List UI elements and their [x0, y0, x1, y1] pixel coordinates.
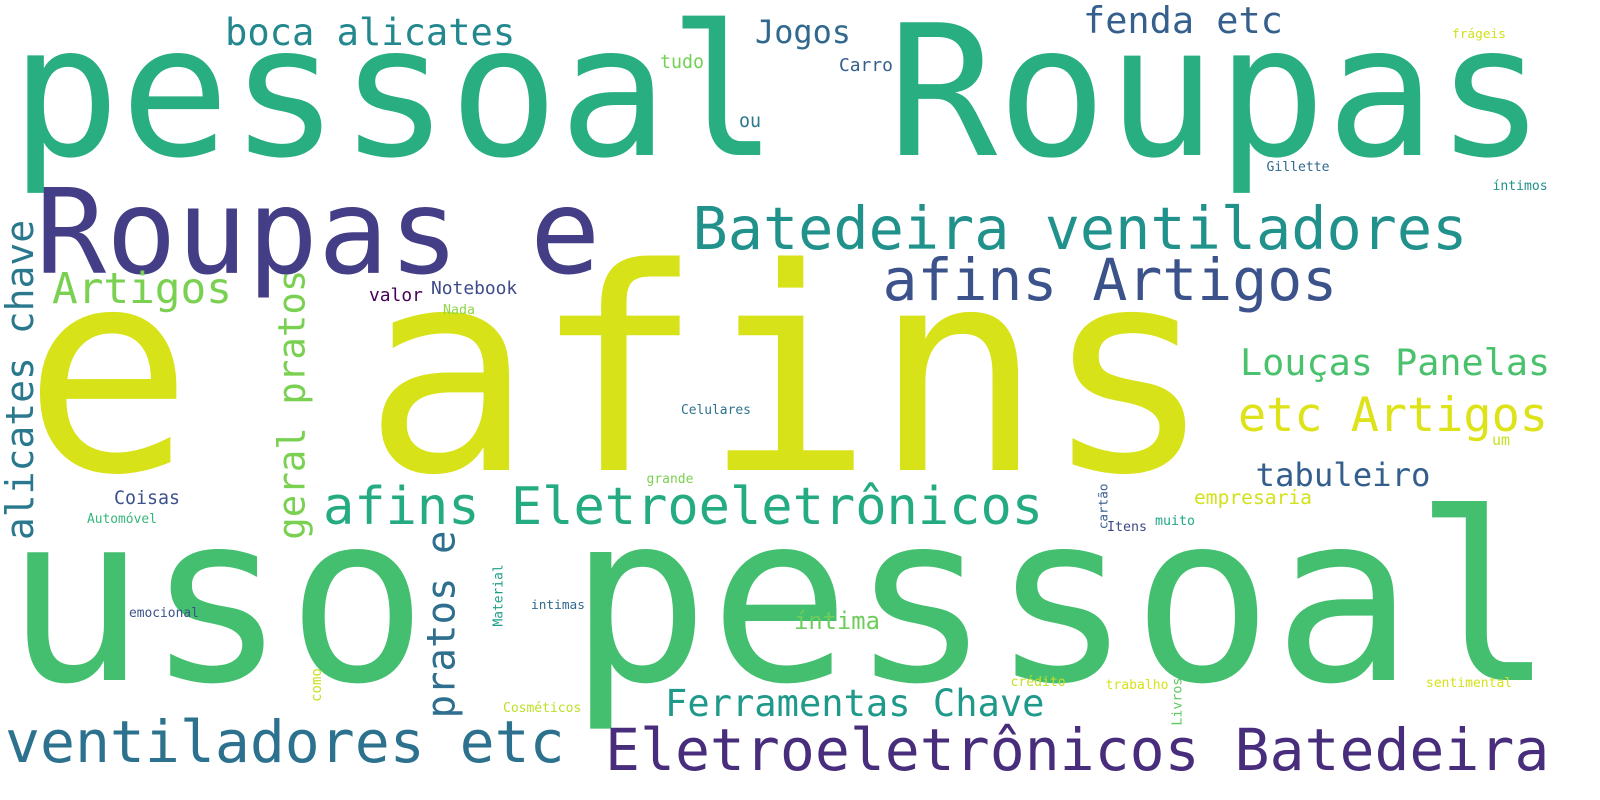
word: Eletroeletrônicos Batedeira — [605, 716, 1550, 784]
word: fenda etc — [1083, 0, 1283, 42]
word: e afins — [23, 208, 1214, 537]
word: tabuleiro — [1255, 456, 1431, 494]
word: Louças Panelas — [1240, 340, 1551, 384]
word: como — [308, 668, 325, 703]
word: frágeis — [1452, 26, 1506, 42]
word: Ferramentas Chave — [665, 681, 1045, 725]
word: Itens — [1107, 519, 1148, 535]
word: empresaria — [1194, 486, 1312, 509]
word: crédito — [1010, 674, 1066, 690]
word: Jogos — [755, 13, 851, 51]
word: Batedeira ventiladores — [692, 194, 1468, 263]
word: sentimental — [1426, 675, 1513, 691]
word: emocional — [129, 605, 199, 621]
word: Notebook — [431, 278, 518, 299]
word: um — [1492, 430, 1510, 449]
word: Carro — [839, 55, 893, 76]
word: grande — [646, 471, 694, 487]
word: geral pratos — [269, 269, 314, 540]
word: boca alicates — [225, 10, 516, 54]
word: ou — [739, 111, 762, 132]
word: Livros — [1170, 677, 1186, 726]
word: pessoal Roupas — [10, 0, 1546, 198]
word: Nada — [443, 302, 476, 318]
word: valor — [369, 285, 423, 306]
word: etc Artigos — [1238, 388, 1548, 443]
word: Material — [491, 563, 507, 626]
word: ventiladores etc — [5, 708, 565, 776]
word: intimas — [531, 597, 585, 613]
word: íntima — [794, 607, 880, 635]
word: Roupas e — [35, 163, 601, 301]
word: Artigos — [52, 263, 232, 314]
word: alicates chave — [0, 219, 43, 541]
word: pratos e — [419, 530, 465, 718]
word: íntimos — [1492, 178, 1548, 194]
word: muito — [1155, 513, 1196, 529]
word: tudo — [660, 52, 705, 73]
word: trabalho — [1105, 677, 1169, 693]
word: Automóvel — [87, 511, 157, 527]
word: cartão — [1095, 482, 1111, 529]
word: Celulares — [681, 402, 751, 418]
word: Gillette — [1266, 159, 1330, 175]
word: Coisas — [114, 488, 181, 509]
word: uso pessoal — [5, 464, 1555, 736]
word: afins Eletroeletrônicos — [323, 477, 1044, 537]
word: Cosméticos — [503, 700, 582, 716]
word: afins Artigos — [882, 246, 1338, 314]
